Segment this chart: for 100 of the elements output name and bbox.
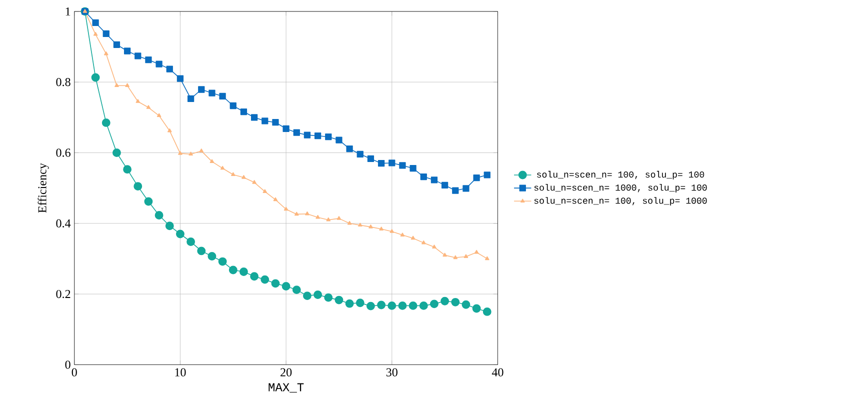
point: [358, 222, 362, 227]
point: [356, 150, 364, 158]
legend-label: solu_n=scen_n= 100, solu_p= 1000: [534, 197, 707, 206]
y-axis-title: Efficiency: [38, 163, 49, 213]
point: [292, 286, 301, 294]
point: [410, 165, 416, 172]
point: [91, 73, 100, 82]
point: [250, 114, 258, 121]
point: [273, 197, 278, 202]
point: [92, 20, 99, 26]
point: [208, 252, 216, 261]
point: [242, 175, 246, 179]
point: [420, 174, 427, 180]
point: [484, 172, 490, 178]
point: [452, 187, 459, 194]
point: [178, 151, 182, 155]
point: [314, 132, 322, 140]
point: [218, 257, 227, 266]
point: [294, 212, 299, 216]
point: [208, 90, 216, 96]
point: [347, 221, 352, 225]
point: [366, 302, 375, 310]
y-tick-label: 0.4: [56, 219, 71, 228]
point: [282, 126, 290, 132]
point: [462, 300, 470, 309]
point: [482, 308, 492, 316]
point: [250, 272, 259, 281]
point: [113, 41, 120, 48]
point: [176, 230, 184, 238]
point: [474, 250, 479, 254]
point: [136, 99, 140, 104]
point: [464, 254, 468, 258]
point: [186, 238, 196, 246]
point: [230, 172, 236, 176]
point: [146, 105, 151, 110]
point: [377, 300, 386, 310]
point: [239, 268, 248, 276]
y-tick-label: 0.8: [56, 78, 70, 86]
point: [219, 93, 226, 100]
point: [187, 95, 194, 102]
point: [282, 282, 290, 291]
point: [356, 298, 364, 308]
point: [325, 134, 332, 140]
point: [284, 206, 288, 211]
point: [408, 302, 418, 310]
point: [346, 146, 353, 152]
point: [165, 222, 174, 230]
y-tick-label: 1: [66, 8, 70, 16]
point: [124, 48, 131, 54]
point: [114, 83, 119, 88]
point: [451, 298, 460, 307]
point: [453, 255, 458, 260]
point: [272, 119, 279, 126]
point: [390, 229, 394, 234]
point: [473, 174, 480, 182]
point: [379, 226, 384, 231]
point: [260, 275, 270, 284]
point: [156, 113, 162, 118]
point: [421, 240, 426, 244]
point: [367, 156, 374, 162]
y-tick-label: 0.6: [56, 148, 70, 157]
x-tick-label: 10: [175, 368, 186, 377]
point: [293, 129, 300, 136]
point: [368, 224, 373, 228]
point: [93, 32, 98, 36]
point: [304, 132, 311, 139]
point: [228, 266, 238, 274]
point: [112, 148, 121, 158]
x-tick-label: 40: [492, 368, 504, 377]
point: [410, 236, 416, 240]
point: [334, 296, 344, 304]
point: [176, 75, 184, 82]
point: [399, 162, 406, 169]
point: [102, 30, 110, 38]
point: [442, 252, 447, 257]
x-tick-label: 30: [386, 368, 398, 377]
point: [240, 108, 248, 116]
point: [314, 290, 322, 300]
point: [156, 60, 162, 68]
point: [220, 166, 225, 170]
point: [430, 176, 438, 184]
point: [388, 160, 396, 166]
point: [154, 211, 164, 220]
point: [462, 185, 470, 192]
point: [400, 232, 405, 237]
point: [432, 244, 436, 249]
point: [316, 215, 320, 219]
x-tick-label: 20: [280, 368, 292, 377]
point: [230, 102, 236, 110]
point: [134, 52, 142, 60]
point: [262, 118, 268, 124]
point: [104, 52, 108, 56]
legend-label: solu_n=scen_n= 100, solu_p= 100: [537, 171, 704, 180]
point: [441, 182, 448, 189]
point: [210, 159, 214, 164]
point: [197, 246, 206, 256]
point: [125, 83, 130, 88]
point: [188, 152, 193, 156]
point: [144, 197, 153, 206]
y-tick-label: 0: [65, 360, 70, 369]
